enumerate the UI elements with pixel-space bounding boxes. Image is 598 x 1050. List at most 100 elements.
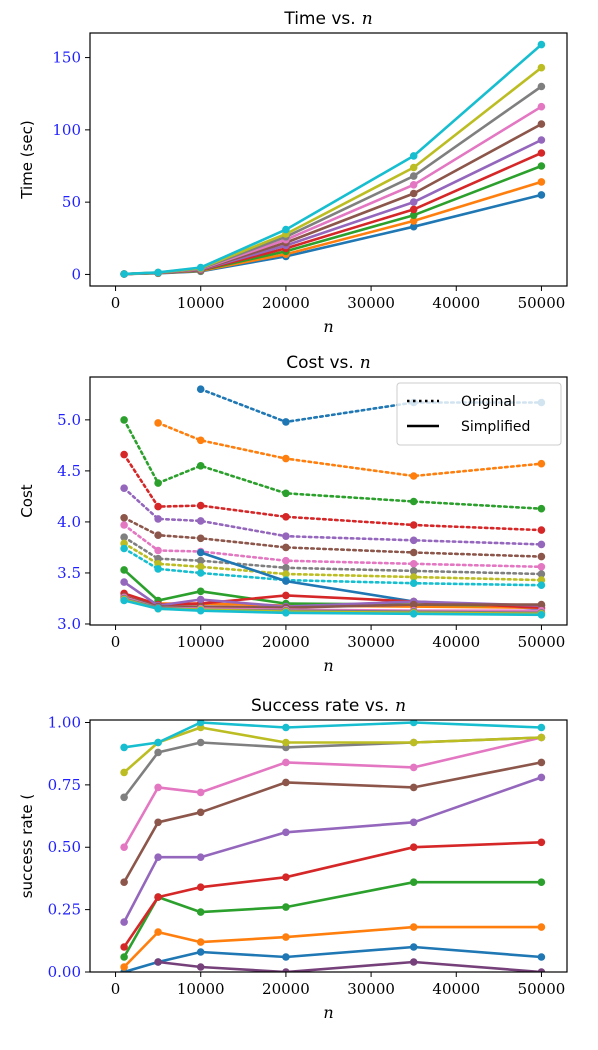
y-tick-label: 4.5	[57, 462, 81, 480]
data-point	[282, 564, 290, 572]
data-point	[196, 908, 205, 916]
legend-label: Simplified	[461, 419, 530, 435]
x-tick-label: 10000	[177, 980, 225, 998]
x-tick-label: 30000	[347, 294, 395, 312]
data-point	[537, 611, 546, 619]
data-point	[537, 149, 546, 157]
data-point	[282, 489, 290, 498]
chart-title: Cost vs. n	[286, 353, 370, 373]
chart-title-text: Success rate vs.	[251, 696, 389, 716]
data-point	[282, 968, 290, 972]
data-point	[409, 172, 418, 180]
series-line	[122, 776, 542, 923]
data-point	[537, 178, 546, 186]
data-point	[409, 878, 418, 886]
data-point	[282, 933, 290, 941]
y-axis-label: success rate (	[18, 794, 36, 899]
data-point	[196, 853, 205, 861]
data-point	[409, 567, 418, 575]
data-point	[409, 579, 418, 587]
data-point	[537, 136, 546, 144]
data-point	[537, 526, 546, 534]
data-point	[196, 385, 205, 394]
data-point	[154, 531, 162, 539]
series-group	[120, 385, 546, 619]
data-point	[409, 536, 418, 545]
series-line	[123, 581, 542, 608]
x-axis-label: n	[323, 1003, 333, 1022]
y-tick-label: 4.0	[57, 513, 81, 531]
data-point	[282, 778, 290, 787]
x-tick-label: 10000	[177, 633, 225, 651]
data-point	[409, 783, 418, 792]
data-point	[196, 517, 205, 525]
data-point	[282, 556, 290, 565]
series-line	[157, 960, 542, 972]
x-tick-label: 0	[111, 633, 121, 651]
data-point	[120, 878, 128, 886]
series-line	[123, 726, 542, 774]
data-point	[537, 758, 546, 767]
chart-title: Time vs. n	[283, 9, 372, 29]
data-point	[120, 521, 128, 529]
data-point	[537, 82, 546, 91]
data-point	[537, 504, 546, 513]
data-point	[409, 152, 418, 160]
data-point	[282, 758, 290, 767]
data-point	[409, 610, 418, 618]
data-point	[537, 923, 546, 931]
x-tick-label: 20000	[262, 633, 310, 651]
x-tick-label: 50000	[518, 980, 566, 998]
legend-label: Original	[461, 394, 516, 410]
y-axis-label: Time (sec)	[18, 120, 36, 199]
chart-title-variable: n	[360, 353, 371, 373]
data-point	[282, 591, 290, 600]
data-point	[120, 596, 128, 605]
data-point	[282, 738, 290, 747]
data-point	[409, 163, 418, 172]
data-point	[196, 569, 205, 577]
data-point	[282, 543, 290, 552]
data-point	[409, 497, 418, 506]
series-line-original	[122, 486, 543, 546]
data-point	[120, 484, 128, 493]
x-tick-label: 40000	[432, 980, 480, 998]
data-point	[154, 783, 162, 792]
data-point	[409, 923, 418, 931]
x-axis-label: n	[323, 656, 333, 675]
data-point	[196, 606, 205, 615]
plot-frame	[89, 719, 568, 973]
data-point	[196, 462, 205, 470]
series-line	[124, 43, 543, 276]
cost-chart: Cost vs. n 0 10000 20000 30000 40000 50000 3.0 3.…	[18, 353, 568, 675]
data-point	[120, 963, 128, 971]
data-point	[154, 958, 162, 966]
series-line	[123, 721, 542, 749]
data-point	[154, 419, 162, 427]
data-point	[537, 581, 546, 589]
data-point	[537, 459, 546, 468]
data-point	[409, 943, 418, 951]
series-line	[122, 736, 542, 848]
data-point	[409, 548, 418, 557]
data-point	[154, 604, 162, 613]
x-tick-label: 10000	[177, 294, 225, 312]
series-line-original	[122, 535, 543, 576]
data-point	[409, 560, 418, 568]
data-point	[537, 968, 546, 972]
data-point	[120, 416, 128, 424]
data-point	[120, 918, 128, 926]
data-point	[196, 436, 205, 445]
chart-title-text: Time vs.	[283, 9, 355, 29]
series-line	[124, 138, 542, 276]
chart-title-variable: n	[395, 696, 406, 716]
success-rate-chart: Success rate vs. n 0 10000 20000 30000 40000 50…	[18, 696, 568, 1022]
data-point	[196, 938, 205, 946]
data-point	[154, 268, 162, 277]
time-chart: Time vs. n 0 10000 20000 30000 40000 50000 0 50 10…	[18, 9, 568, 336]
data-point	[537, 733, 546, 742]
data-point	[120, 533, 128, 541]
data-point	[154, 818, 162, 827]
data-point	[196, 501, 205, 510]
data-point	[154, 565, 162, 573]
